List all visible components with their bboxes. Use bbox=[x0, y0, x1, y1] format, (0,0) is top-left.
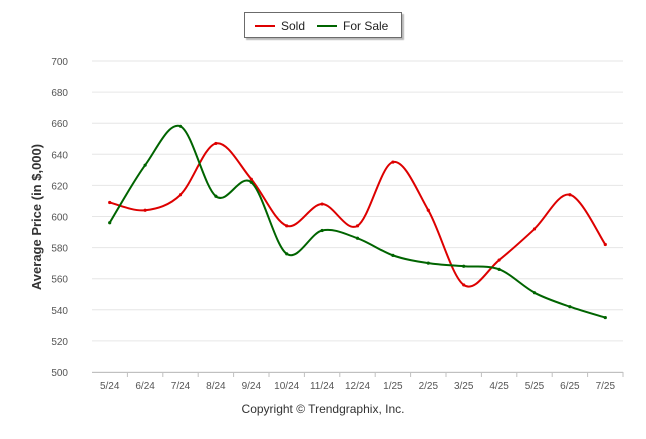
data-point-for-sale[interactable] bbox=[532, 291, 537, 295]
x-tick-label: 3/25 bbox=[454, 381, 474, 392]
data-point-for-sale[interactable] bbox=[497, 267, 501, 271]
data-point-for-sale[interactable] bbox=[426, 261, 430, 265]
data-point-for-sale[interactable] bbox=[178, 124, 183, 128]
series-layer bbox=[108, 124, 607, 320]
data-point-for-sale[interactable] bbox=[285, 252, 289, 256]
legend-item-sold[interactable]: Sold bbox=[255, 19, 305, 33]
data-point-sold[interactable] bbox=[462, 283, 466, 287]
data-point-sold[interactable] bbox=[391, 160, 395, 164]
x-tick-label: 11/24 bbox=[310, 381, 335, 392]
x-tick-label: 9/24 bbox=[242, 381, 262, 392]
y-tick-label: 680 bbox=[51, 88, 68, 99]
y-tick-label: 600 bbox=[51, 213, 68, 224]
y-tick-label: 700 bbox=[51, 57, 68, 68]
x-tick-label: 8/24 bbox=[206, 381, 226, 392]
copyright-text: Copyright © Trendgraphix, Inc. bbox=[241, 402, 405, 416]
data-point-sold[interactable] bbox=[603, 242, 607, 247]
x-tick-label: 5/25 bbox=[525, 381, 545, 392]
legend-swatch-for-sale bbox=[317, 25, 337, 27]
x-tick-label: 4/25 bbox=[489, 381, 509, 392]
series-line-for-sale[interactable] bbox=[108, 124, 607, 319]
x-tick-label: 12/24 bbox=[345, 381, 370, 392]
data-point-for-sale[interactable] bbox=[249, 180, 253, 184]
x-tick-label: 10/24 bbox=[274, 381, 299, 392]
data-point-sold[interactable] bbox=[285, 224, 289, 228]
data-point-sold[interactable] bbox=[143, 208, 147, 212]
data-point-sold[interactable] bbox=[426, 208, 430, 212]
x-tick-label: 2/25 bbox=[419, 381, 439, 392]
legend-label-for-sale: For Sale bbox=[343, 19, 389, 33]
data-point-for-sale[interactable] bbox=[355, 236, 360, 240]
grid-layer bbox=[92, 60, 623, 373]
data-point-sold[interactable] bbox=[178, 193, 183, 197]
y-axis-title: Average Price (in $,000) bbox=[29, 144, 44, 290]
x-tick-label: 6/25 bbox=[560, 381, 580, 392]
legend-item-for-sale[interactable]: For Sale bbox=[317, 19, 388, 33]
data-point-for-sale[interactable] bbox=[320, 228, 324, 233]
x-tick-label: 1/25 bbox=[383, 381, 403, 392]
series-line-sold[interactable] bbox=[108, 142, 607, 288]
data-point-for-sale[interactable] bbox=[391, 253, 395, 257]
data-point-sold[interactable] bbox=[249, 177, 253, 181]
y-tick-label: 560 bbox=[51, 275, 68, 286]
y-tick-label: 520 bbox=[51, 337, 68, 348]
x-tick-label: 5/24 bbox=[100, 381, 120, 392]
y-tick-label: 640 bbox=[51, 150, 68, 161]
y-tick-label: 580 bbox=[51, 244, 68, 255]
data-point-sold[interactable] bbox=[497, 258, 501, 262]
legend: Sold For Sale bbox=[244, 12, 402, 38]
x-tick-label: 7/24 bbox=[171, 381, 191, 392]
data-point-for-sale[interactable] bbox=[214, 194, 218, 198]
data-point-for-sale[interactable] bbox=[143, 163, 147, 167]
x-tick-label: 6/24 bbox=[135, 381, 155, 392]
data-point-sold[interactable] bbox=[108, 200, 112, 205]
data-point-for-sale[interactable] bbox=[108, 221, 112, 225]
y-tick-label: 620 bbox=[51, 181, 68, 192]
data-point-sold[interactable] bbox=[532, 227, 537, 231]
data-point-sold[interactable] bbox=[355, 224, 360, 228]
legend-label-sold: Sold bbox=[281, 19, 306, 33]
data-point-sold[interactable] bbox=[214, 141, 218, 146]
y-tick-label: 500 bbox=[51, 368, 68, 379]
data-point-for-sale[interactable] bbox=[603, 315, 607, 320]
legend-swatch-sold bbox=[255, 25, 275, 27]
data-point-sold[interactable] bbox=[568, 193, 572, 197]
data-point-for-sale[interactable] bbox=[462, 264, 466, 268]
data-point-for-sale[interactable] bbox=[568, 305, 572, 309]
axis-layer: 500 520 540 560 580 600 620 640 660 680 700 5/24 6/2… bbox=[51, 57, 624, 392]
x-tick-label: 7/25 bbox=[596, 381, 616, 392]
data-point-sold[interactable] bbox=[320, 202, 324, 206]
y-tick-label: 660 bbox=[51, 119, 68, 130]
y-tick-label: 540 bbox=[51, 306, 68, 317]
